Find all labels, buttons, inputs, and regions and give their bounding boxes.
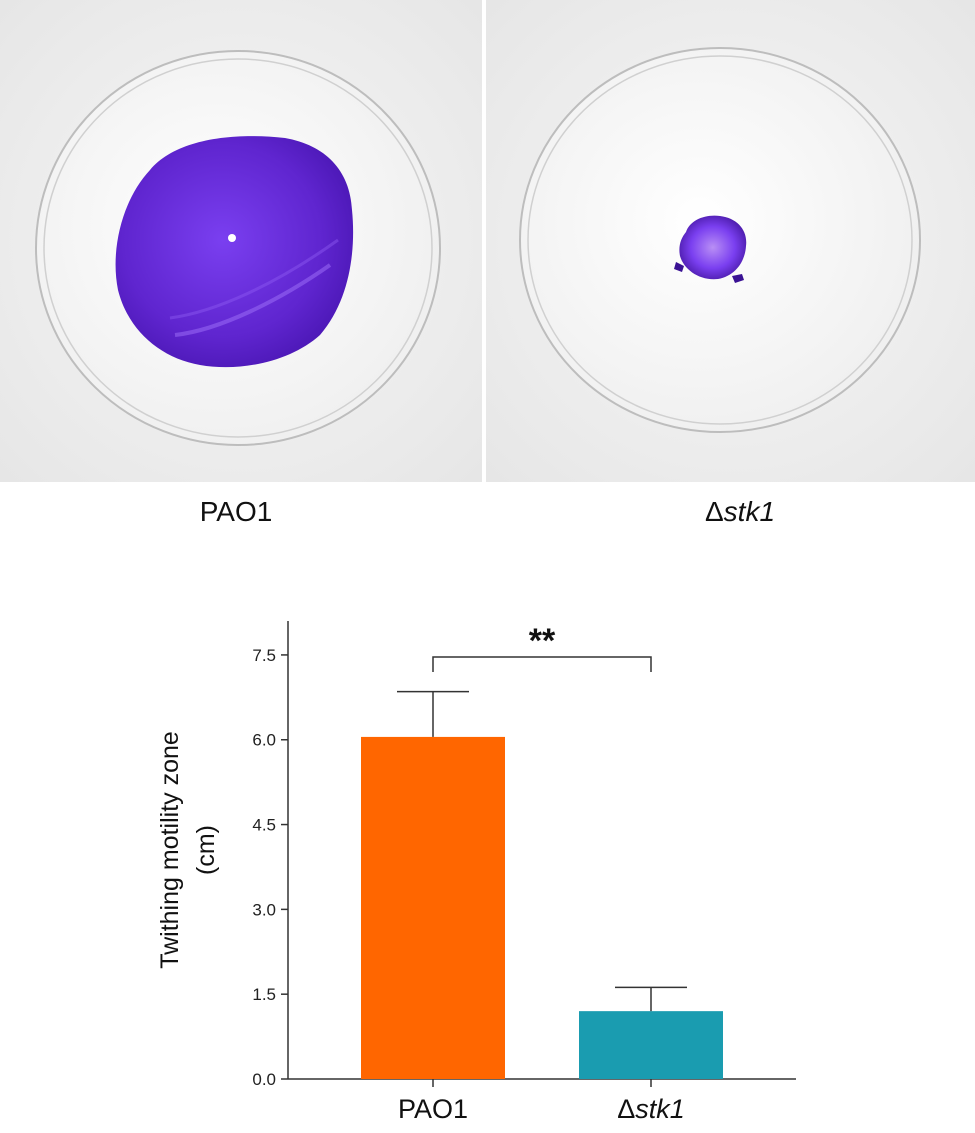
y-axis-label-line1: Twithing motility zone <box>156 731 184 969</box>
stain-zone-pao1 <box>115 136 354 368</box>
photo-label-pao1: PAO1 <box>200 496 273 527</box>
y-axis-label: Twithing motility zone (cm) <box>156 731 220 969</box>
photo-label-stk1-prefix: Δ <box>705 496 724 527</box>
x-tick-label: PAO1 <box>398 1094 468 1124</box>
significance-label: ** <box>529 622 556 660</box>
stain-fragment-stk1 <box>674 262 684 272</box>
inoculation-point-pao1 <box>228 234 236 242</box>
x-tick-label: Δstk1 <box>617 1094 685 1124</box>
bar <box>579 1011 723 1079</box>
significance-bracket-line <box>432 656 652 672</box>
petri-dish-pao1-rim <box>43 58 433 438</box>
y-tick-label: 1.5 <box>252 985 276 1004</box>
x-tick-label-name: stk1 <box>635 1094 685 1124</box>
y-tick-label: 6.0 <box>252 731 276 750</box>
y-axis-label-line2: (cm) <box>192 825 220 875</box>
photo-stk1 <box>486 0 975 482</box>
significance-bracket: ** <box>432 622 652 672</box>
petri-dish-stk1-rim <box>527 55 913 425</box>
stain-streak-pao1-2 <box>169 238 339 320</box>
stain-streak-pao1 <box>174 263 332 337</box>
y-tick-label: 0.0 <box>252 1070 276 1089</box>
stain-fragment-stk1-2 <box>732 274 744 283</box>
photo-label-stk1: Δstk1 <box>705 496 775 527</box>
y-tick-label: 3.0 <box>252 900 276 919</box>
error-bars <box>397 690 687 1012</box>
y-tick-label: 4.5 <box>252 816 276 835</box>
photo-pao1 <box>0 0 482 482</box>
y-tick-label: 7.5 <box>252 646 276 665</box>
bar <box>361 736 505 1079</box>
bars <box>361 736 723 1079</box>
x-tick-label-prefix: Δ <box>617 1094 635 1124</box>
x-ticks: PAO1 Δstk1 <box>398 1079 685 1124</box>
y-ticks: 0.0 1.5 3.0 4.5 6.0 7.5 <box>252 646 288 1089</box>
x-tick-label-name: PAO1 <box>398 1094 468 1124</box>
bar-chart: 0.0 1.5 3.0 4.5 6.0 7.5 PAO1 Δstk1 ** Twithing… <box>156 621 796 1124</box>
stain-zone-stk1 <box>679 215 747 280</box>
photo-label-stk1-gene: stk1 <box>724 496 775 527</box>
